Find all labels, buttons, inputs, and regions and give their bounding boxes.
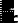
Text: Figure 2: Figure 2 [0,22,18,23]
Text: Figure 1: Figure 1 [0,11,18,23]
